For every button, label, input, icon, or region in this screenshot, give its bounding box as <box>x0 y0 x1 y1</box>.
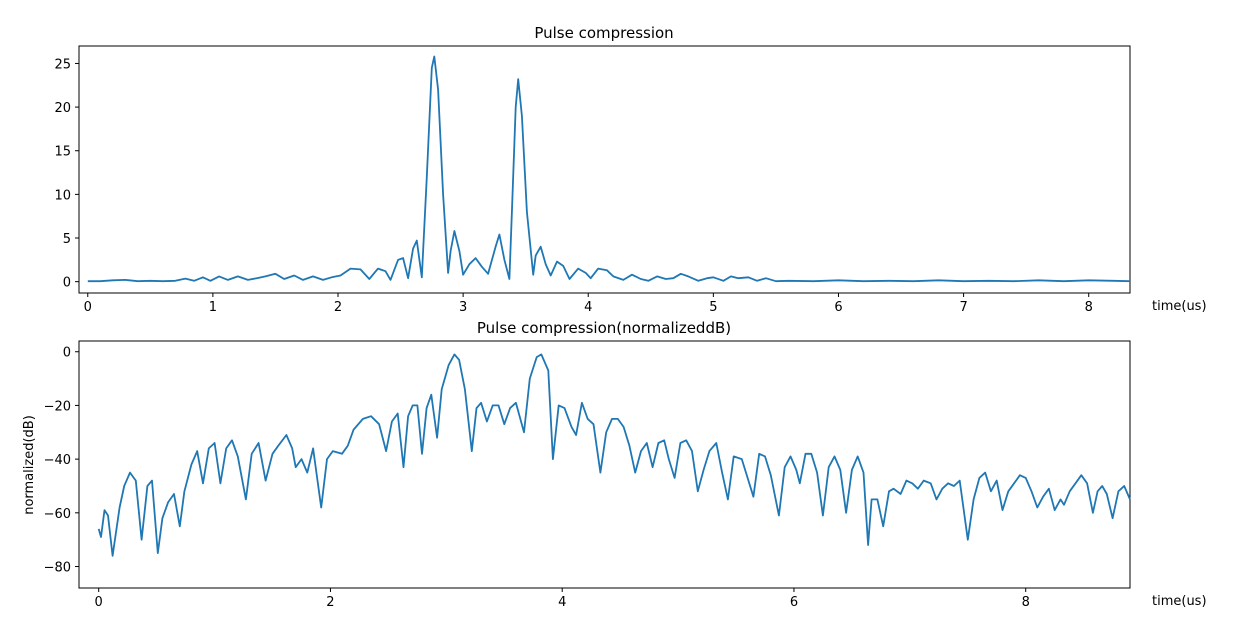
x-tick-label: 4 <box>584 300 592 315</box>
x-tick-label: 4 <box>558 595 566 610</box>
y-axis-label: normalized(dB) <box>22 415 37 515</box>
y-tick-label: 5 <box>63 232 71 247</box>
y-tick-label: −20 <box>44 399 71 414</box>
x-tick-label: 2 <box>334 300 342 315</box>
pulse-compression-chart: Pulse compression 0 1 2 3 4 5 6 7 8 0 5 10 15 20 25 ti… <box>54 24 1206 315</box>
x-tick-label: 2 <box>326 595 334 610</box>
x-tick-label: 7 <box>959 300 967 315</box>
chart-title: Pulse compression <box>534 24 673 42</box>
y-tick-label: 20 <box>54 101 71 116</box>
x-axis-label: time(us) <box>1152 594 1207 609</box>
x-tick-label: 6 <box>790 595 798 610</box>
x-tick-label: 0 <box>84 300 92 315</box>
x-tick-label: 6 <box>834 300 842 315</box>
plot-frame <box>78 340 1131 589</box>
y-tick-label: −40 <box>44 453 71 468</box>
tick-layer: 0 1 2 3 4 5 6 7 8 0 5 10 15 20 25 <box>54 57 1092 315</box>
series-line <box>87 55 1131 283</box>
series-line <box>97 353 1131 557</box>
plot-frame <box>78 45 1131 294</box>
x-axis-label: time(us) <box>1152 299 1207 314</box>
tick-layer: 0 2 4 6 8 0 −20 −40 −60 −80 <box>44 346 1030 610</box>
x-tick-label: 1 <box>209 300 217 315</box>
y-tick-label: 10 <box>54 188 71 203</box>
x-tick-label: 0 <box>95 595 103 610</box>
chart-title: Pulse compression(normalizeddB) <box>477 319 731 337</box>
x-tick-label: 5 <box>709 300 717 315</box>
y-tick-label: 0 <box>63 346 71 361</box>
x-tick-label: 8 <box>1022 595 1030 610</box>
x-tick-label: 8 <box>1085 300 1093 315</box>
x-tick-label: 3 <box>459 300 467 315</box>
pulse-compression-normalized-db-chart: Pulse compression(normalizeddB) 0 2 4 6 8 0 −2… <box>22 319 1207 610</box>
y-tick-label: 25 <box>54 57 71 72</box>
y-tick-label: 0 <box>63 276 71 291</box>
y-tick-label: −60 <box>44 507 71 522</box>
y-tick-label: 15 <box>54 145 71 160</box>
y-tick-label: −80 <box>44 561 71 576</box>
